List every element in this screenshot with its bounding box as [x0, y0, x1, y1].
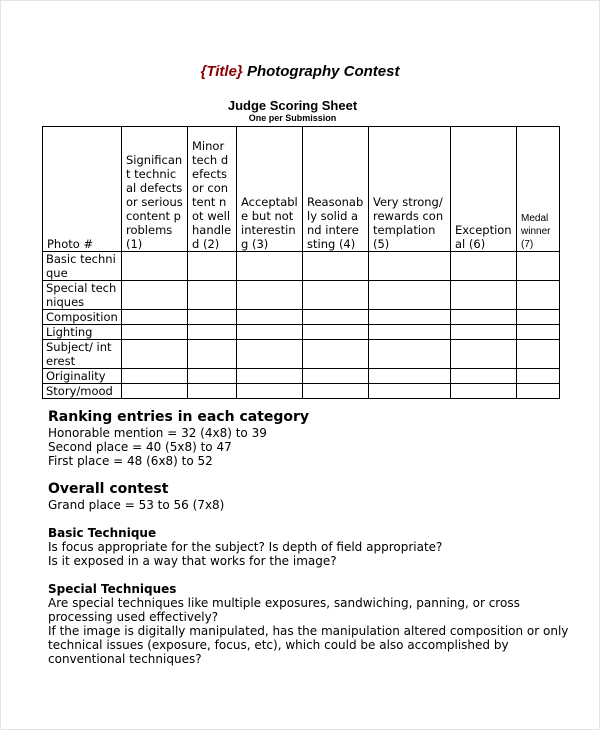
- score-cell[interactable]: [368, 280, 451, 310]
- score-cell[interactable]: [236, 280, 303, 310]
- document-title: {Title} Photography Contest: [0, 63, 600, 80]
- ranking-heading: Ranking entries in each category: [48, 409, 310, 425]
- score-cell[interactable]: [187, 280, 237, 310]
- header-cell: Exceptional (6): [450, 126, 517, 252]
- score-cell[interactable]: [450, 339, 517, 369]
- special-line: Are special techniques like multiple exp…: [48, 596, 520, 610]
- score-cell[interactable]: [516, 324, 560, 340]
- sheet-title: Judge Scoring Sheet: [227, 98, 358, 113]
- score-cell[interactable]: [368, 324, 451, 340]
- header-cell: Significant technical defects or serious…: [121, 126, 188, 252]
- score-cell[interactable]: [236, 251, 303, 281]
- score-cell[interactable]: [236, 383, 303, 399]
- title-text: Photography Contest: [242, 63, 400, 80]
- score-cell[interactable]: [516, 368, 560, 384]
- score-cell[interactable]: [121, 309, 188, 325]
- score-cell[interactable]: [450, 280, 517, 310]
- score-cell[interactable]: [236, 368, 303, 384]
- score-cell[interactable]: [121, 324, 188, 340]
- score-cell[interactable]: [302, 383, 369, 399]
- row-label: Subject/ interest: [42, 339, 122, 369]
- header-cell: Minor tech defects or content not well h…: [187, 126, 237, 252]
- special-heading: Special Techniques: [48, 582, 177, 596]
- score-cell[interactable]: [302, 339, 369, 369]
- table-row: Lighting: [42, 324, 560, 340]
- row-label: Lighting: [42, 324, 122, 340]
- ranking-line: Honorable mention = 32 (4x8) to 39: [48, 426, 267, 440]
- score-cell[interactable]: [450, 324, 517, 340]
- table-row: Basic technique: [42, 251, 560, 281]
- header-cell: Acceptable but not interesting (3): [236, 126, 303, 252]
- score-cell[interactable]: [121, 251, 188, 281]
- row-label: Special techniques: [42, 280, 122, 310]
- score-cell[interactable]: [121, 368, 188, 384]
- ranking-line: First place = 48 (6x8) to 52: [48, 454, 213, 468]
- score-cell[interactable]: [302, 368, 369, 384]
- score-cell[interactable]: [516, 383, 560, 399]
- table-row: Composition: [42, 309, 560, 325]
- score-cell[interactable]: [302, 324, 369, 340]
- score-cell[interactable]: [368, 368, 451, 384]
- basic-heading: Basic Technique: [48, 526, 157, 540]
- special-line: processing used effectively?: [48, 610, 219, 624]
- score-cell[interactable]: [236, 339, 303, 369]
- row-label: Composition: [42, 309, 122, 325]
- score-cell[interactable]: [516, 280, 560, 310]
- score-cell[interactable]: [121, 383, 188, 399]
- score-cell[interactable]: [302, 309, 369, 325]
- table-row: Originality: [42, 368, 560, 384]
- scoring-table: Photo # Significant technical defects or…: [42, 126, 560, 399]
- score-cell[interactable]: [450, 251, 517, 281]
- score-cell[interactable]: [516, 309, 560, 325]
- header-cell: Photo #: [42, 126, 122, 252]
- score-cell[interactable]: [302, 251, 369, 281]
- special-line: If the image is digitally manipulated, h…: [48, 624, 569, 638]
- overall-heading: Overall contest: [48, 481, 169, 497]
- table-row: Special techniques: [42, 280, 560, 310]
- table-row: Story/mood: [42, 383, 560, 399]
- header-cell: Very strong/ rewards contemplation (5): [368, 126, 451, 252]
- title-placeholder: {Title}: [200, 63, 243, 80]
- score-cell[interactable]: [187, 251, 237, 281]
- score-cell[interactable]: [450, 368, 517, 384]
- score-cell[interactable]: [187, 368, 237, 384]
- score-cell[interactable]: [368, 251, 451, 281]
- score-cell[interactable]: [187, 324, 237, 340]
- score-cell[interactable]: [368, 383, 451, 399]
- row-label: Originality: [42, 368, 122, 384]
- score-cell[interactable]: [187, 309, 237, 325]
- header-cell: Reasonably solid and interesting (4): [302, 126, 369, 252]
- special-line: conventional techniques?: [48, 652, 202, 666]
- row-label: Basic technique: [42, 251, 122, 281]
- score-cell[interactable]: [187, 339, 237, 369]
- score-cell[interactable]: [368, 309, 451, 325]
- score-cell[interactable]: [450, 383, 517, 399]
- row-label: Story/mood: [42, 383, 122, 399]
- score-cell[interactable]: [121, 280, 188, 310]
- special-line: technical issues (exposure, focus, etc),…: [48, 638, 509, 652]
- score-cell[interactable]: [516, 339, 560, 369]
- table-row: Subject/ interest: [42, 339, 560, 369]
- header-row: Photo # Significant technical defects or…: [42, 126, 560, 252]
- basic-line: Is it exposed in a way that works for th…: [48, 554, 337, 568]
- sheet-note: One per Submission: [248, 113, 337, 123]
- basic-line: Is focus appropriate for the subject? Is…: [48, 540, 443, 554]
- header-cell: Medal winner (7): [516, 126, 560, 252]
- overall-line: Grand place = 53 to 56 (7x8): [48, 498, 225, 512]
- score-cell[interactable]: [450, 309, 517, 325]
- score-cell[interactable]: [516, 251, 560, 281]
- score-cell[interactable]: [187, 383, 237, 399]
- score-cell[interactable]: [236, 309, 303, 325]
- ranking-line: Second place = 40 (5x8) to 47: [48, 440, 232, 454]
- score-cell[interactable]: [368, 339, 451, 369]
- score-cell[interactable]: [121, 339, 188, 369]
- score-cell[interactable]: [236, 324, 303, 340]
- score-cell[interactable]: [302, 280, 369, 310]
